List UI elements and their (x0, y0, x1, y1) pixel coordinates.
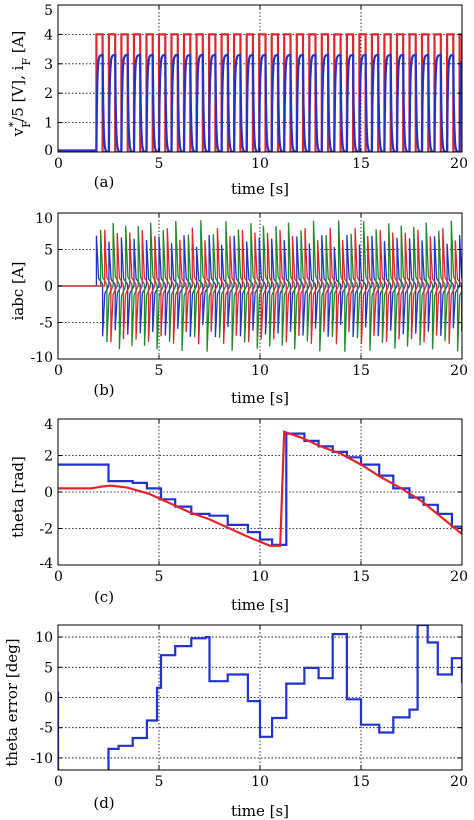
y-tick-label: 0 (44, 691, 53, 707)
y-tick-label: -10 (30, 751, 53, 767)
y-tick-label: -4 (39, 556, 53, 572)
x-tick-label: 0 (54, 774, 63, 790)
y-tick-label: -5 (39, 316, 53, 332)
x-axis-label: time [s] (231, 596, 289, 614)
series-line-2 (58, 220, 462, 352)
series-line-2 (58, 53, 462, 152)
subplot-2: 0 5 10 15 20 -10 -5 0 5 10 time [s] (b) iabc [A] (9, 211, 468, 407)
y-tick-label: 0 (44, 485, 53, 501)
y-tick-label: 5 (44, 3, 53, 19)
y-tick-label: -10 (30, 350, 53, 366)
y-tick-label: 0 (44, 143, 53, 159)
x-tick-label: 5 (155, 363, 164, 379)
y-tick-label: 4 (44, 417, 53, 433)
x-tick-label: 5 (155, 569, 164, 585)
y-tick-label: 3 (44, 57, 53, 73)
y-tick-label: 5 (44, 243, 53, 259)
y-axis-label: iabc [A] (9, 261, 27, 320)
x-tick-label: 15 (352, 363, 370, 379)
x-tick-label: 15 (352, 774, 370, 790)
y-tick-label: -5 (39, 721, 53, 737)
x-tick-label: 0 (54, 569, 63, 585)
y-tick-label: 10 (35, 211, 53, 227)
x-tick-label: 20 (450, 569, 468, 585)
y-axis-label-part: /5 [V], i (9, 65, 27, 121)
y-axis-label: theta error [deg] (3, 638, 21, 766)
x-axis-label: time [s] (231, 802, 289, 820)
series-line-3 (58, 227, 462, 345)
y-tick-label: 2 (44, 86, 53, 102)
series-line-1 (58, 625, 462, 770)
y-axis-label-part: v (9, 127, 27, 137)
y-axis-label-part: * (7, 121, 20, 127)
x-tick-label: 10 (251, 774, 269, 790)
subplot-caption: (b) (93, 381, 114, 399)
x-tick-label: 20 (450, 363, 468, 379)
x-axis-label: time [s] (231, 389, 289, 407)
subplot-caption: (d) (93, 794, 114, 812)
subplot-caption: (c) (94, 588, 114, 606)
y-axis-label: vF*/5 [V], iF [A] (7, 31, 33, 138)
y-tick-label: 2 (44, 449, 53, 465)
y-tick-label: 10 (35, 630, 53, 646)
x-tick-label: 10 (251, 156, 269, 172)
x-tick-label: 5 (155, 774, 164, 790)
x-tick-label: 15 (352, 569, 370, 585)
y-axis-label: theta [rad] (9, 456, 27, 538)
y-tick-label: -2 (39, 522, 53, 538)
x-tick-label: 10 (251, 363, 269, 379)
y-axis-label-part: F (20, 58, 33, 66)
y-axis-label-part: F (20, 120, 33, 128)
x-tick-label: 10 (251, 569, 269, 585)
y-tick-label: 5 (44, 660, 53, 676)
subplot-3: 0 5 10 15 20 -4 -2 0 2 4 time [s] (c) theta [rad] (9, 417, 468, 614)
x-tick-label: 0 (54, 156, 63, 172)
x-tick-label: 20 (450, 774, 468, 790)
subplot-4: 0 5 10 15 20 -10 -5 0 5 10 time [s] (d) theta error … (3, 624, 468, 820)
subplot-caption: (a) (94, 173, 115, 191)
y-tick-label: 0 (44, 279, 53, 295)
x-tick-label: 0 (54, 363, 63, 379)
y-tick-label: 4 (44, 27, 53, 43)
x-tick-label: 5 (155, 156, 164, 172)
series-line-2 (58, 430, 462, 547)
y-tick-label: 1 (44, 116, 53, 132)
y-axis-label-part: [A] (9, 31, 27, 58)
x-tick-label: 20 (450, 156, 468, 172)
x-axis-label: time [s] (231, 180, 289, 198)
x-tick-label: 15 (352, 156, 370, 172)
